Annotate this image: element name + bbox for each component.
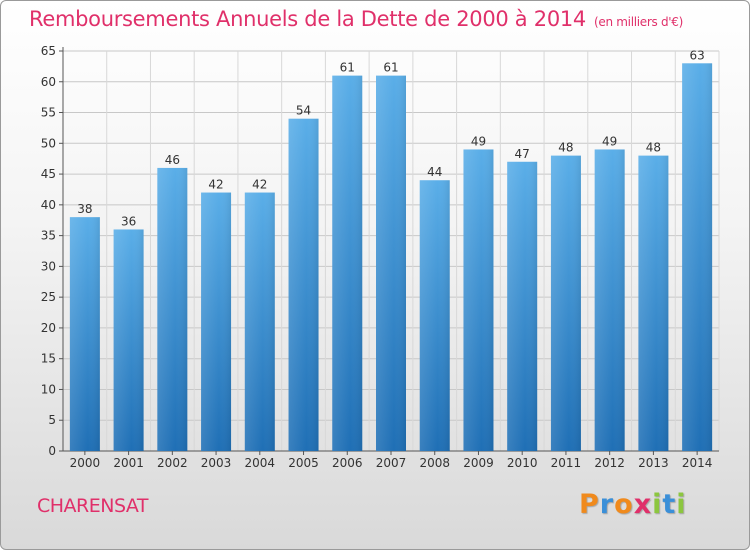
y-tick-label: 40 [41,198,56,212]
x-tick-label: 2003 [201,456,232,470]
y-tick-label: 60 [41,75,56,89]
bar-shading [332,75,363,451]
x-tick-label: 2007 [376,456,407,470]
bar-shading [594,149,625,451]
x-tick-label: 2014 [682,456,713,470]
logo-letter: i [676,489,687,520]
logo-letter: i [652,489,663,520]
bar-shading [201,192,232,452]
chart-unit-label: (en milliers d'€) [594,15,684,29]
x-tick-label: 2006 [332,456,363,470]
data-label: 44 [427,165,442,179]
y-tick-label: 50 [41,136,56,150]
proxiti-logo: Proxiti [579,489,687,520]
logo-letter: P [579,489,600,520]
x-tick-label: 2010 [507,456,538,470]
x-tick-label: 2008 [419,456,450,470]
data-label: 47 [515,147,530,161]
data-label: 42 [252,178,267,192]
data-label: 48 [558,141,573,155]
bar-shading [638,155,669,451]
x-tick-label: 2000 [70,456,101,470]
logo-letter: x [633,489,653,520]
y-tick-label: 20 [41,321,56,335]
data-label: 38 [77,202,92,216]
y-tick-label: 10 [41,382,56,396]
data-label: 61 [340,61,355,75]
x-tick-label: 2009 [463,456,494,470]
bar-shading [157,167,188,451]
data-label: 49 [602,134,617,148]
bar-shading [376,75,406,451]
x-tick-label: 2004 [245,456,276,470]
logo-letter: r [599,489,615,520]
x-tick-label: 2011 [551,456,582,470]
data-label: 54 [296,104,311,118]
data-label: 49 [471,134,486,148]
data-label: 48 [646,141,661,155]
chart-title: Remboursements Annuels de la Dette de 20… [29,7,683,31]
x-tick-label: 2002 [157,456,188,470]
x-tick-label: 2001 [113,456,144,470]
bar-shading [682,63,713,452]
y-tick-label: 0 [48,444,56,458]
y-tick-label: 25 [41,290,56,304]
data-label: 42 [208,178,223,192]
data-label: 36 [121,214,136,228]
data-label: 46 [165,153,180,167]
x-tick-label: 2012 [594,456,625,470]
bar-shading [507,161,538,451]
x-tick-label: 2005 [288,456,319,470]
bar-shading [113,229,144,451]
y-tick-label: 45 [41,167,56,181]
data-label: 63 [689,48,704,62]
bars [69,63,713,452]
y-tick-label: 35 [41,229,56,243]
data-label: 61 [383,61,398,75]
x-tick-label: 2013 [638,456,669,470]
y-tick-label: 65 [41,44,56,58]
logo-letter: t [662,489,677,520]
y-tick-label: 55 [41,106,56,120]
y-tick-label: 30 [41,259,56,273]
bar-shading [69,217,100,451]
bar-shading [550,155,581,451]
y-tick-label: 15 [41,352,56,366]
bar-shading [463,149,494,451]
chart-title-text: Remboursements Annuels de la Dette de 20… [29,7,586,31]
logo-letter: o [614,489,634,520]
bar-shading [288,118,319,451]
labels: 38 2000 36 2001 46 2002 42 2003 42 2004 54 2005 61 20… [70,48,713,470]
y-tick-label: 5 [48,413,56,427]
commune-name: CHARENSAT [37,495,149,517]
bar-shading [244,192,275,452]
bar-shading [419,180,450,451]
